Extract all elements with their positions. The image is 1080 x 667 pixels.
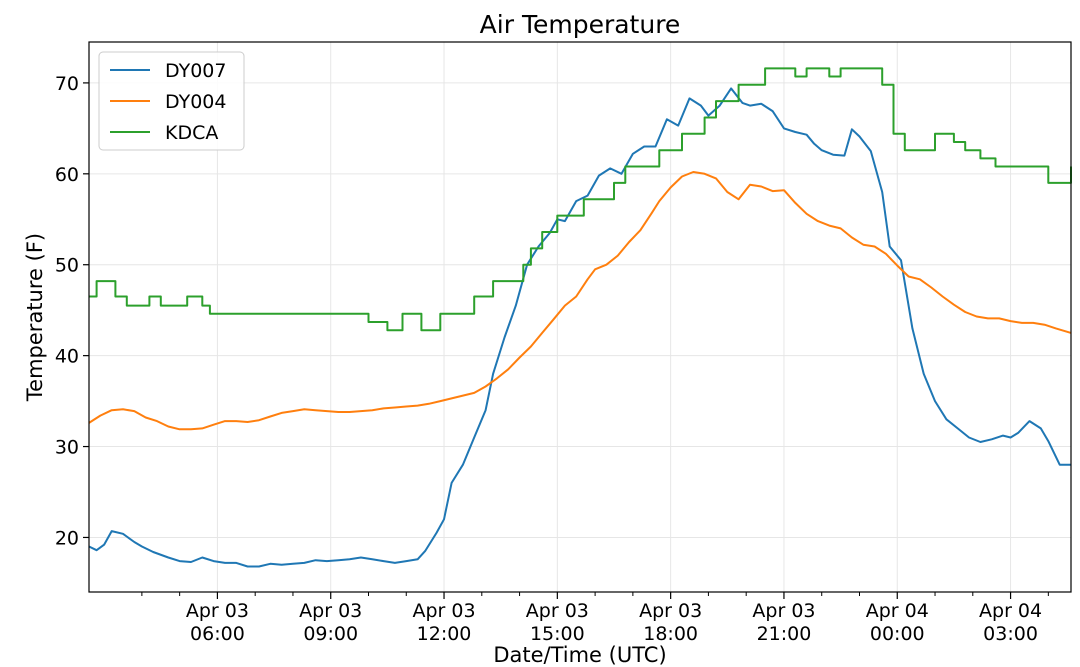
x-tick-label-time: 09:00 <box>303 623 358 645</box>
legend-label-dy004: DY004 <box>165 91 226 113</box>
x-tick-label-date: Apr 04 <box>866 600 929 622</box>
chart-title: Air Temperature <box>480 10 681 39</box>
y-tick-label: 20 <box>55 527 79 549</box>
plot-area-frame <box>88 41 1072 593</box>
x-tick-label-time: 12:00 <box>417 623 472 645</box>
y-tick-label: 50 <box>55 255 79 277</box>
x-tick-label-date: Apr 04 <box>979 600 1042 622</box>
x-tick-label-date: Apr 03 <box>526 600 589 622</box>
y-tick-label: 60 <box>55 164 79 186</box>
x-tick-label-time: 21:00 <box>757 623 812 645</box>
y-tick-label: 30 <box>55 437 79 459</box>
y-axis-label: Temperature (F) <box>23 233 47 402</box>
x-tick-label-date: Apr 03 <box>186 600 249 622</box>
series-lines <box>88 67 1072 568</box>
x-tick-label-time: 06:00 <box>190 623 245 645</box>
x-tick-label-time: 03:00 <box>983 623 1038 645</box>
series-line-kdca <box>89 67 1072 332</box>
x-tick-label-date: Apr 03 <box>412 600 475 622</box>
y-tick-label: 70 <box>55 73 79 95</box>
series-line-dy007 <box>88 87 1071 568</box>
x-tick-label-time: 00:00 <box>870 623 925 645</box>
legend-label-kdca: KDCA <box>165 122 218 144</box>
x-tick-label-date: Apr 03 <box>752 600 815 622</box>
x-tick-label-time: 15:00 <box>530 623 585 645</box>
legend-box <box>98 51 245 151</box>
legend: DY007 DY004 KDCA <box>98 51 245 151</box>
grid-lines <box>89 42 1071 592</box>
y-tick-label: 40 <box>55 346 79 368</box>
legend-label-dy007: DY007 <box>165 60 226 82</box>
x-tick-label-time: 18:00 <box>643 623 698 645</box>
x-tick-label-date: Apr 03 <box>639 600 702 622</box>
x-axis-label: Date/Time (UTC) <box>493 643 666 667</box>
series-line-dy004 <box>88 171 1072 431</box>
x-tick-label-date: Apr 03 <box>299 600 362 622</box>
